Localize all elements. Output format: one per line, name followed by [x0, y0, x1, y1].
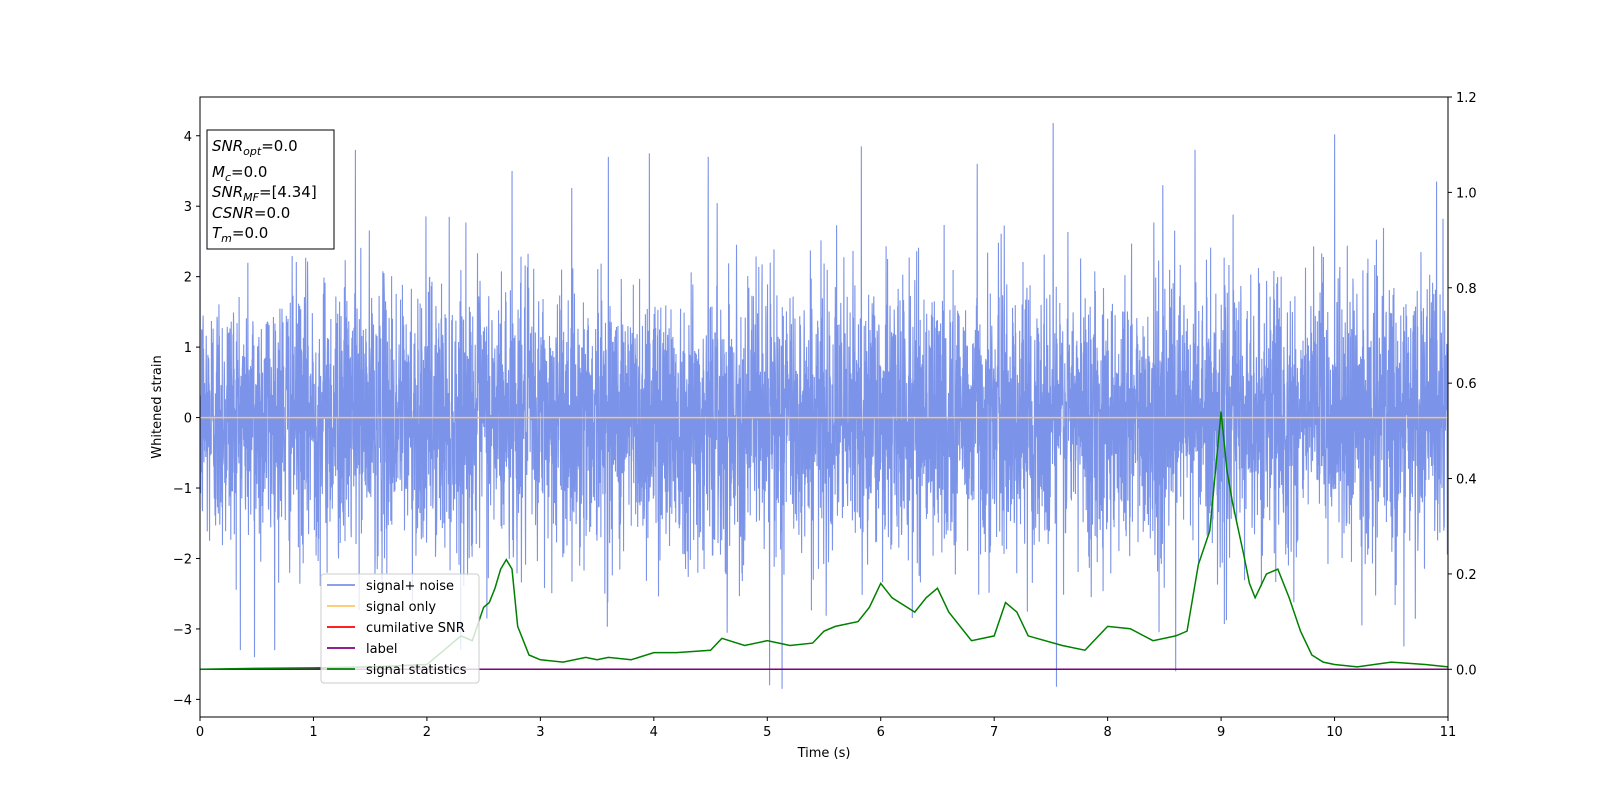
- y-tick-label: −4: [173, 693, 192, 708]
- legend-frame: [320, 573, 480, 684]
- x-axis: 0 1 2 3 4 5 6 7 8 9 10 11: [196, 717, 1456, 740]
- y2-tick-label: 0.4: [1456, 473, 1477, 488]
- y-tick-label: −3: [173, 623, 192, 638]
- annotation-symbol: SNR: [212, 183, 243, 201]
- y-tick-label: 3: [184, 200, 192, 215]
- y2-tick-label: 1.0: [1456, 186, 1477, 201]
- x-tick-label: 0: [196, 725, 204, 740]
- y-tick-label: 0: [184, 412, 192, 427]
- annotation-line: SNRMF=[4.34]: [212, 183, 317, 204]
- annotation-line: Tm=0.0: [212, 224, 268, 245]
- series-signal-noise-line: [200, 123, 1448, 689]
- x-tick-label: 10: [1326, 725, 1343, 740]
- x-tick-label: 2: [423, 725, 431, 740]
- annotation-value: =0.0: [261, 137, 297, 155]
- annotation-symbol: SNR: [212, 137, 243, 155]
- legend-label: signal only: [366, 600, 436, 615]
- x-tick-label: 7: [990, 725, 998, 740]
- x-tick-label: 6: [877, 725, 885, 740]
- y2-tick-label: 0.2: [1456, 568, 1477, 583]
- annotation-subscript: opt: [243, 145, 262, 158]
- annotation-symbol: T: [212, 224, 223, 242]
- y-axis-label: Whitened strain: [150, 355, 165, 458]
- y2-tick-label: 0.8: [1456, 282, 1477, 297]
- x-tick-label: 4: [650, 725, 658, 740]
- annotation-box: SNRopt=0.0Mc=0.0SNRMF=[4.34]CSNR=0.0Tm=0…: [206, 129, 335, 250]
- annotation-value: =0.0: [232, 224, 268, 242]
- annotation-symbol: CSNR: [212, 204, 254, 222]
- y-axis-right: 1.2 1.0 0.8 0.6 0.4 0.2 0.0: [1448, 91, 1477, 678]
- legend-label: cumilative SNR: [366, 621, 465, 636]
- annotation-value: =[4.34]: [259, 183, 317, 201]
- series-signal-statistics-line: [200, 411, 1448, 671]
- x-tick-label: 1: [309, 725, 317, 740]
- annotation-line: SNRopt=0.0: [212, 137, 298, 158]
- noise-series: [200, 123, 1448, 689]
- annotation-subscript: MF: [243, 191, 259, 204]
- annotation-frame: [206, 129, 335, 250]
- x-tick-label: 5: [763, 725, 771, 740]
- x-tick-label: 11: [1440, 725, 1457, 740]
- annotation-subscript: m: [221, 232, 232, 245]
- x-tick-label: 9: [1217, 725, 1225, 740]
- y-tick-label: 2: [184, 271, 192, 286]
- plot-frame: [199, 96, 1449, 718]
- x-tick-label: 8: [1103, 725, 1111, 740]
- y2-tick-label: 1.2: [1456, 91, 1477, 106]
- legend-label: signal statistics: [366, 663, 467, 678]
- legend: signal+ noise signal only cumilative SNR la…: [320, 573, 480, 684]
- legend-label: label: [366, 642, 397, 657]
- y-tick-label: 4: [184, 130, 192, 145]
- y-tick-label: −1: [173, 482, 192, 497]
- annotation-value: =0.0: [254, 204, 290, 222]
- annotation-subscript: c: [225, 171, 231, 184]
- x-tick-label: 3: [536, 725, 544, 740]
- y2-tick-label: 0.6: [1456, 377, 1477, 392]
- y-axis-left: 4 3 2 1 0 −1 −2 −3 −4: [173, 130, 200, 708]
- x-axis-label: Time (s): [797, 746, 851, 761]
- y-tick-label: −2: [173, 552, 192, 567]
- annotation-symbol: M: [212, 163, 225, 181]
- y-tick-label: 1: [184, 341, 192, 356]
- y2-tick-label: 0.0: [1456, 663, 1477, 678]
- annotation-line: Mc=0.0: [212, 163, 267, 184]
- annotation-line: CSNR=0.0: [212, 204, 290, 222]
- annotation-value: =0.0: [231, 163, 267, 181]
- legend-label: signal+ noise: [366, 579, 454, 594]
